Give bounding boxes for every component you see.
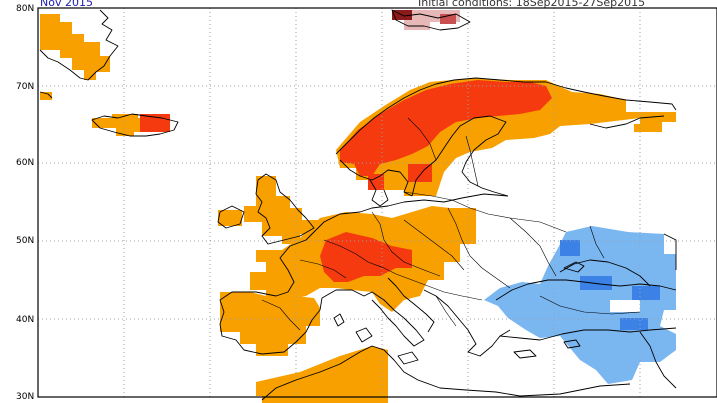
anomaly-denmark-strong (368, 174, 384, 190)
anomaly-alps-strong (320, 232, 412, 282)
anomaly-cool-strong-1 (560, 240, 580, 256)
anomaly-cool-strong-4 (620, 318, 648, 330)
anomaly-greenland-south (40, 92, 52, 100)
cool-anomaly-areas (484, 226, 676, 384)
anomaly-kola (634, 112, 676, 132)
anomaly-greenland (40, 14, 110, 80)
anomaly-cool-strong-3 (632, 286, 660, 300)
anomaly-cool-strong-2 (580, 276, 612, 290)
lat-label-50n: 50N (16, 236, 34, 246)
anomaly-scandinavia-strong (340, 80, 552, 176)
lat-label-30n: 30N (16, 392, 34, 402)
lat-label-40n: 40N (16, 315, 34, 325)
lat-label-60n: 60N (16, 158, 34, 168)
country-borders (261, 117, 641, 331)
map-frame (37, 7, 717, 398)
anomaly-eastern-europe-cool (484, 226, 676, 384)
lat-label-80n: 80N (16, 4, 34, 14)
anomaly-cool-gap (610, 300, 640, 312)
anomaly-ireland (218, 210, 242, 226)
lat-label-70n: 70N (16, 82, 34, 92)
anomaly-north-africa (256, 346, 388, 403)
initial-conditions: Initial conditions: 18Sep2015-27Sep2015 (418, 0, 645, 9)
anomaly-british-isles (244, 176, 318, 244)
map-title: Nov 2015 (40, 0, 93, 9)
lat-axis: 80N 70N 60N 50N 40N 30N (16, 4, 34, 402)
anomaly-iberia (220, 292, 320, 356)
